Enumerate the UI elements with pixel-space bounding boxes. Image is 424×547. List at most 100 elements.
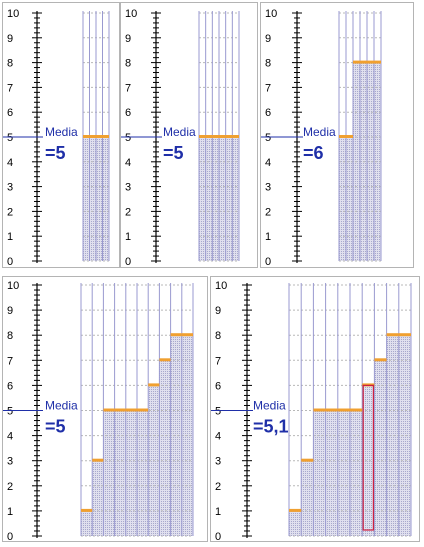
y-tick-label: 5 xyxy=(7,406,13,418)
y-tick-label: 10 xyxy=(265,8,277,20)
chart-4: 0 1 2 3 4 5 6 7 8 9 10 Media =5 xyxy=(3,280,194,543)
bar-3 xyxy=(212,137,219,261)
y-tick-label: 3 xyxy=(265,182,271,194)
y-tick-label: 8 xyxy=(215,330,221,342)
bar-cap-6 xyxy=(137,408,149,412)
bar-cap-9 xyxy=(170,333,182,337)
bar-cap-4 xyxy=(360,60,367,64)
bar-cap-6 xyxy=(350,408,363,412)
media-label: Media xyxy=(303,125,336,139)
y-tick-label: 9 xyxy=(125,33,131,45)
y-tick-label: 1 xyxy=(125,231,131,243)
bar-cap-6 xyxy=(374,60,381,64)
y-tick-label: 3 xyxy=(7,182,13,194)
y-tick-label: 4 xyxy=(125,157,131,169)
y-tick-label: 8 xyxy=(7,58,13,70)
panel-1: 0 1 2 3 4 5 6 7 8 9 10 Media =5 xyxy=(2,2,120,268)
bar-2 xyxy=(301,460,314,536)
bar-cap-10 xyxy=(398,333,411,337)
media-value: =6 xyxy=(303,143,324,163)
y-tick-label: 0 xyxy=(125,256,131,268)
bar-9 xyxy=(170,335,182,536)
bar-3 xyxy=(313,410,326,536)
bar-cap-1 xyxy=(339,135,346,138)
bar-cap-5 xyxy=(225,135,233,138)
panel-2: 0 1 2 3 4 5 6 7 8 9 10 Media =5 xyxy=(120,2,258,268)
media-label: Media xyxy=(163,125,196,139)
bar-cap-10 xyxy=(181,333,193,337)
media-label: Media xyxy=(45,399,78,413)
y-tick-label: 7 xyxy=(215,355,221,367)
y-tick-label: 5 xyxy=(215,406,221,418)
bar-2 xyxy=(346,137,353,261)
y-tick-label: 6 xyxy=(7,380,13,392)
media-label: Media xyxy=(45,125,78,139)
bar-cap-3 xyxy=(353,60,360,64)
bar-cap-8 xyxy=(374,358,387,362)
bar-5 xyxy=(337,410,350,536)
chart-5: 0 1 2 3 4 5 6 7 8 9 10 Media =5,1 xyxy=(211,280,412,543)
bar-cap-4 xyxy=(325,408,338,412)
panel-4: 0 1 2 3 4 5 6 7 8 9 10 Media =5 xyxy=(2,276,208,543)
y-tick-label: 1 xyxy=(265,231,271,243)
bar-4 xyxy=(325,410,338,536)
bar-6 xyxy=(374,62,381,261)
bar-cap-7 xyxy=(148,383,160,387)
media-value: =5 xyxy=(163,143,184,163)
y-tick-label: 5 xyxy=(125,132,131,144)
y-tick-label: 0 xyxy=(265,256,271,268)
y-tick-label: 1 xyxy=(7,231,13,243)
y-tick-label: 9 xyxy=(7,33,13,45)
bar-cap-3 xyxy=(212,135,219,138)
bar-2 xyxy=(92,460,104,536)
bar-4 xyxy=(114,410,126,536)
y-tick-label: 0 xyxy=(7,531,13,543)
bar-cap-6 xyxy=(232,135,239,138)
y-tick-label: 6 xyxy=(215,380,221,392)
bar-1 xyxy=(83,137,90,261)
bar-6 xyxy=(137,410,149,536)
bar-7 xyxy=(362,385,375,536)
media-value: =5,1 xyxy=(253,417,289,437)
bar-cap-2 xyxy=(205,135,213,138)
bar-4 xyxy=(102,137,109,261)
bar-cap-1 xyxy=(289,508,302,512)
bar-8 xyxy=(159,360,171,536)
bar-5 xyxy=(367,62,374,261)
bar-2 xyxy=(89,137,96,261)
y-tick-label: 2 xyxy=(125,206,131,218)
highlighted-bar xyxy=(362,384,374,531)
bar-cap-1 xyxy=(81,508,93,512)
bar-cap-2 xyxy=(301,458,314,462)
panel-5: 0 1 2 3 4 5 6 7 8 9 10 Media =5,1 xyxy=(210,276,420,543)
y-tick-label: 10 xyxy=(7,8,19,20)
bar-cap-8 xyxy=(159,358,171,362)
y-tick-label: 8 xyxy=(125,58,131,70)
bar-3 xyxy=(103,410,115,536)
y-tick-label: 2 xyxy=(215,481,221,493)
bar-4 xyxy=(219,137,226,261)
bar-6 xyxy=(350,410,363,536)
bar-cap-4 xyxy=(102,135,109,138)
y-tick-label: 7 xyxy=(7,82,13,94)
y-tick-label: 6 xyxy=(125,107,131,119)
y-tick-label: 2 xyxy=(7,481,13,493)
bar-cap-9 xyxy=(386,333,399,337)
y-tick-label: 7 xyxy=(265,82,271,94)
y-tick-label: 4 xyxy=(7,431,13,443)
chart-1: 0 1 2 3 4 5 6 7 8 9 10 Media =5 xyxy=(3,8,110,268)
bar-cap-3 xyxy=(103,408,115,412)
y-tick-label: 10 xyxy=(215,280,227,292)
bar-2 xyxy=(205,137,213,261)
bar-cap-2 xyxy=(346,135,353,138)
bar-1 xyxy=(289,510,302,536)
y-tick-label: 1 xyxy=(7,506,13,518)
bar-1 xyxy=(199,137,206,261)
bar-1 xyxy=(81,510,93,536)
bar-5 xyxy=(225,137,233,261)
y-tick-label: 4 xyxy=(215,431,221,443)
panel-3: 0 1 2 3 4 5 6 7 8 9 10 Media =6 xyxy=(260,2,414,268)
y-tick-label: 5 xyxy=(265,132,271,144)
y-tick-label: 0 xyxy=(7,256,13,268)
bar-5 xyxy=(125,410,137,536)
